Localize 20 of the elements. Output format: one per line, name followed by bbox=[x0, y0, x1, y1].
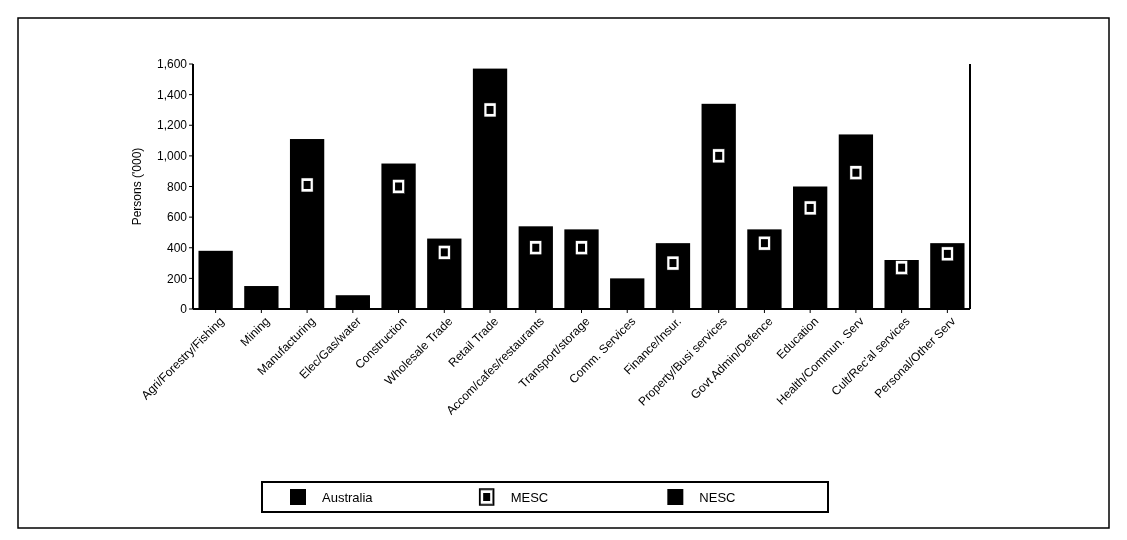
y-tick-label: 400 bbox=[166, 240, 188, 255]
point bbox=[300, 177, 314, 193]
y-tick-label: 1,000 bbox=[156, 149, 188, 164]
point bbox=[758, 235, 771, 251]
y-tick-label: 800 bbox=[166, 179, 188, 194]
y-tick-label: 200 bbox=[166, 271, 188, 286]
point bbox=[941, 246, 954, 262]
point bbox=[803, 200, 817, 216]
y-tick-label: 1,400 bbox=[156, 87, 188, 102]
legend-label: NESC bbox=[699, 489, 736, 505]
point bbox=[712, 148, 725, 164]
y-tick-label: 0 bbox=[180, 302, 188, 317]
y-axis-title: Persons ('000) bbox=[130, 147, 144, 226]
y-tick-label: 1,200 bbox=[156, 118, 188, 133]
y-tick-label: 600 bbox=[166, 210, 188, 225]
legend-label: MESC bbox=[510, 489, 549, 505]
point bbox=[666, 255, 680, 271]
legend-label: Australia bbox=[322, 489, 374, 505]
point bbox=[483, 102, 497, 118]
y-tick-label: 1,600 bbox=[156, 57, 188, 72]
